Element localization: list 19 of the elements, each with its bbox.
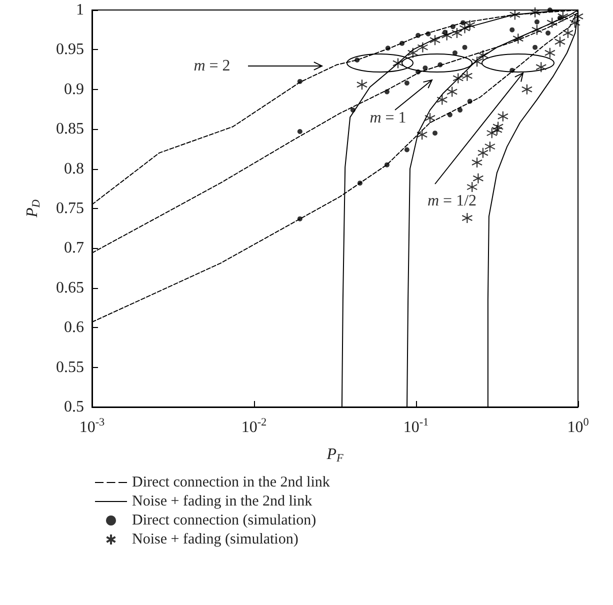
y-tick-label: 0.7 <box>64 240 84 257</box>
y-axis-title: PD <box>24 200 42 218</box>
y-tick-label: 0.95 <box>56 41 84 58</box>
legend-label: Direct connection (simulation) <box>132 512 316 528</box>
y-tick-label: 0.65 <box>56 279 84 296</box>
legend-label: Noise + fading (simulation) <box>132 532 298 548</box>
annotation: m = 1 <box>370 110 406 126</box>
legend-label: Direct connection in the 2nd link <box>132 474 330 490</box>
y-tick-label: 1 <box>76 2 84 18</box>
y-tick-label: 0.6 <box>64 319 84 336</box>
annotation: m = 2 <box>194 58 230 74</box>
legend-label: Noise + fading in the 2nd link <box>132 494 313 510</box>
y-tick-label: 0.8 <box>64 160 84 178</box>
y-tick-label: 0.85 <box>56 120 84 138</box>
annotation: m = 1/2 <box>427 192 477 210</box>
y-tick-label: 0.5 <box>64 398 84 416</box>
y-tick-label: 0.9 <box>64 80 84 98</box>
y-tick-label: 0.75 <box>56 200 84 217</box>
y-tick-label: 0.55 <box>56 358 84 376</box>
